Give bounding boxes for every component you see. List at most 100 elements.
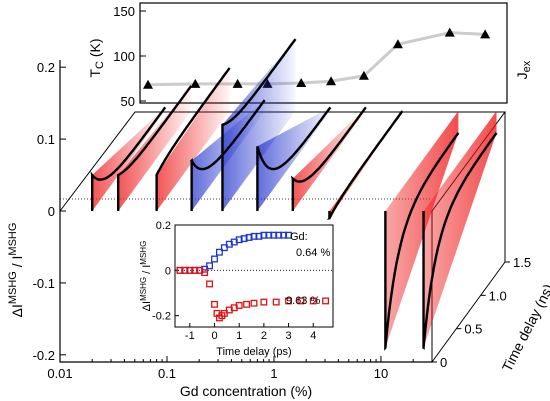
inset-legend-blue: 0.64 %	[296, 247, 330, 259]
main-x-label: Gd concentration (%)	[180, 383, 312, 399]
main-y-tick-label: -0.2	[33, 348, 55, 363]
depth-tick-label: 1.5	[513, 255, 531, 270]
sample-traces	[90, 38, 498, 351]
inset-point	[285, 297, 293, 305]
inset-point	[186, 266, 194, 274]
inset-point	[250, 299, 258, 307]
sample-trace	[155, 67, 231, 211]
inset-x-tick-label: 1	[236, 330, 242, 342]
inset-x-tick-label: 2	[261, 330, 267, 342]
inset-point	[270, 231, 278, 239]
inset-point	[272, 298, 280, 306]
inset-y-tick-label: -0.2	[152, 311, 171, 323]
sample-trace	[190, 99, 266, 211]
sample-fill	[118, 85, 192, 211]
inset-legend-title: Gd:	[290, 231, 308, 243]
inset-y-tick-label: 0	[165, 265, 171, 277]
inset-point	[275, 231, 283, 239]
depth-ticks: 0 0.5 1.0 1.5	[432, 255, 531, 370]
inset-x-tick-label: 4	[310, 330, 316, 342]
main-y-tick-label: 0	[48, 204, 55, 219]
sample-trace	[384, 132, 460, 351]
main-x-tick-label: 0.1	[158, 366, 176, 381]
main-y-tick-label: 0.1	[37, 132, 55, 147]
main-x-tick-label: 0.01	[47, 366, 72, 381]
main-x-ticks: 0.01 0.1 1 10	[47, 356, 433, 381]
sample-fill	[423, 111, 497, 348]
sample-trace	[90, 106, 167, 211]
inset-point	[260, 231, 268, 239]
inset-legend-red: 9.63 %	[286, 295, 320, 307]
inset-y-label: ΔIMSHG / IMSHG	[139, 241, 153, 312]
depth-tick-label: 0	[440, 355, 447, 370]
tc-triangle-point	[358, 70, 369, 80]
inset-point	[285, 231, 293, 239]
tc-triangle-point	[480, 29, 491, 39]
inset-point	[280, 231, 288, 239]
tc-triangle-point	[326, 76, 337, 86]
sample-fill	[385, 111, 459, 348]
main-panel: 0.20.10-0.1-0.2 0.01 0.1 1 10 00.51.01.5 ΔI…	[7, 38, 550, 399]
sample-fill	[156, 67, 230, 211]
inset-point	[322, 297, 330, 305]
inset-point	[260, 298, 268, 306]
main-y-tick-label: -0.1	[33, 276, 55, 291]
inset-point	[309, 297, 317, 305]
main-x-tick-label: 1	[270, 366, 277, 381]
top-y-tick-label: 150	[113, 4, 135, 19]
inset-point	[206, 280, 214, 288]
top-y-ticks: 50 100 150	[113, 4, 146, 109]
inset-point	[235, 236, 243, 244]
tc-triangle-point	[232, 78, 243, 88]
inset-point	[243, 300, 251, 308]
inset-point	[235, 302, 243, 309]
sample-fill	[222, 39, 296, 211]
inset-point	[211, 255, 218, 263]
top-y-tick-label: 50	[121, 94, 135, 109]
inset-point	[250, 232, 258, 240]
tc-triangle-point	[296, 78, 307, 87]
sample-fill	[329, 111, 403, 219]
main-x-tick-label: 10	[374, 366, 388, 381]
inset-point	[191, 266, 199, 274]
inset-point	[211, 300, 218, 308]
top-panel-frame	[139, 2, 508, 104]
tc-triangle-point	[392, 39, 403, 49]
inset-point	[240, 235, 248, 243]
depth-tick-label: 0.5	[464, 322, 482, 337]
top-y-tick-label: 100	[113, 49, 135, 64]
inset-point	[176, 266, 184, 274]
top-panel: 50 100 150 TC (K) Jex	[87, 2, 533, 109]
sample-trace	[221, 38, 297, 211]
tc-triangle-point	[143, 79, 153, 89]
inset-point	[206, 262, 214, 270]
inset-point	[255, 232, 263, 240]
main-y-label: ΔIMSHG / IMSHG	[7, 223, 25, 318]
sample-trace	[290, 106, 367, 211]
inset-y-tick-label: 0.2	[156, 220, 171, 232]
tc-triangle-point	[190, 78, 201, 88]
tc-triangle-point	[444, 27, 455, 37]
inset-frame	[174, 224, 334, 328]
sample-trace	[422, 132, 498, 350]
inset-x-tick-label: -1	[185, 330, 195, 342]
inset-point	[245, 234, 253, 241]
inset-x-tick-label: 0	[211, 330, 217, 342]
inset-series	[176, 231, 330, 322]
top-right-label: Jex	[514, 60, 533, 79]
inset-point	[201, 269, 209, 277]
sample-trace	[256, 106, 332, 211]
inset-x-label: Time delay (ps)	[216, 346, 291, 358]
sample-trace	[116, 85, 193, 211]
inset-x-tick-label: 3	[286, 330, 292, 342]
inset-panel: -1 0 1 2 3 4 0.2 0 -0.2 Gd: 0.64 % 9.63 % Time d…	[139, 220, 334, 358]
inset-point	[215, 248, 223, 256]
depth-tick-label: 1.0	[489, 288, 507, 303]
inset-point	[181, 266, 189, 274]
inset-point	[297, 297, 305, 305]
main-y-tick-label: 0.2	[37, 60, 55, 75]
top-y-label: TC (K)	[87, 38, 106, 77]
inset-point	[265, 231, 273, 239]
main-y-ticks: 0.2 0.1 0 -0.1 -0.2	[33, 60, 66, 363]
